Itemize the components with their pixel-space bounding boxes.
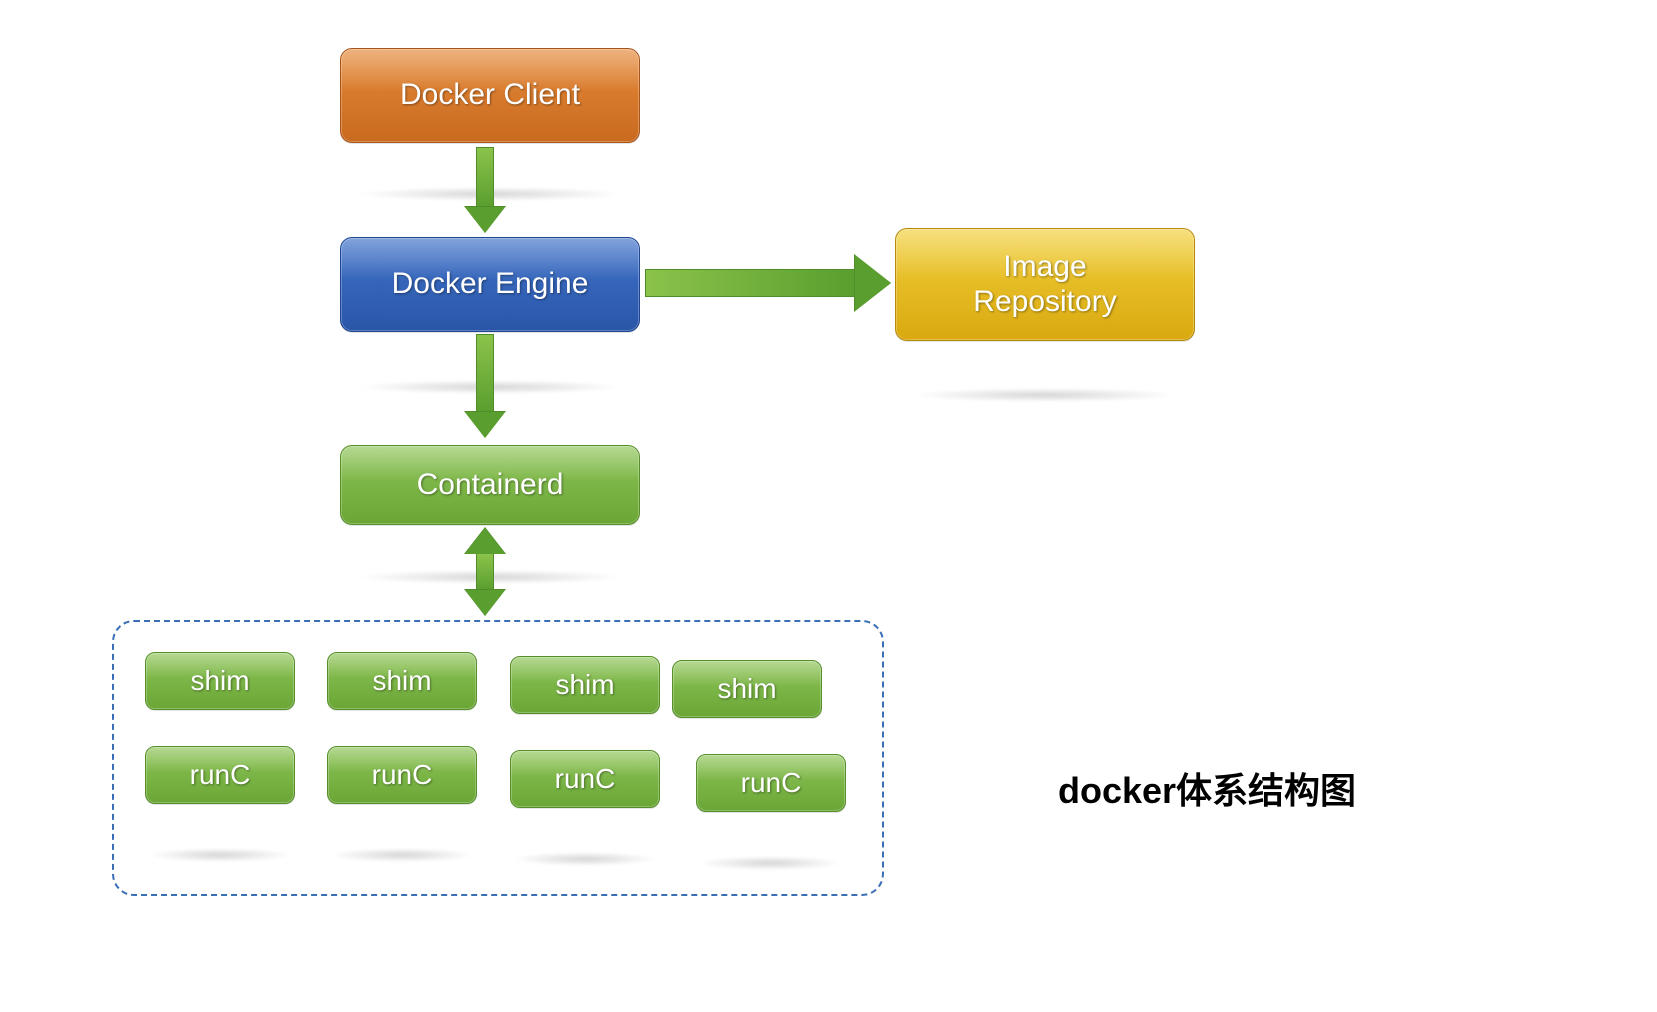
node-shim-0: shim <box>145 652 295 710</box>
node-label: runC <box>372 759 433 791</box>
node-label: Docker Engine <box>392 267 589 302</box>
shadow-bar <box>915 388 1175 402</box>
node-shim-2: shim <box>510 656 660 714</box>
node-label: shim <box>190 665 249 697</box>
node-shim-3: shim <box>672 660 822 718</box>
node-runc-0: runC <box>145 746 295 804</box>
diagram-title: docker体系结构图 <box>1058 762 1356 814</box>
node-shim-1: shim <box>327 652 477 710</box>
node-label: shim <box>372 665 431 697</box>
node-runc-3: runC <box>696 754 846 812</box>
shadow-bar <box>700 856 840 870</box>
node-label: ImageRepository <box>973 250 1116 319</box>
node-label: Docker Client <box>400 78 580 113</box>
node-label: runC <box>555 763 616 795</box>
shadow-bar <box>332 848 472 862</box>
node-docker-engine: Docker Engine <box>340 237 640 332</box>
node-docker-client: Docker Client <box>340 48 640 143</box>
node-label: shim <box>555 669 614 701</box>
node-runc-1: runC <box>327 746 477 804</box>
node-label: runC <box>741 767 802 799</box>
node-label: shim <box>717 673 776 705</box>
shadow-bar <box>150 848 290 862</box>
node-runc-2: runC <box>510 750 660 808</box>
node-image-repository: ImageRepository <box>895 228 1195 341</box>
node-label: Containerd <box>417 468 564 503</box>
node-label: runC <box>190 759 251 791</box>
shadow-bar <box>515 852 655 866</box>
node-containerd: Containerd <box>340 445 640 525</box>
diagram-canvas: Docker Client Docker Engine ImageReposit… <box>0 0 1657 1012</box>
